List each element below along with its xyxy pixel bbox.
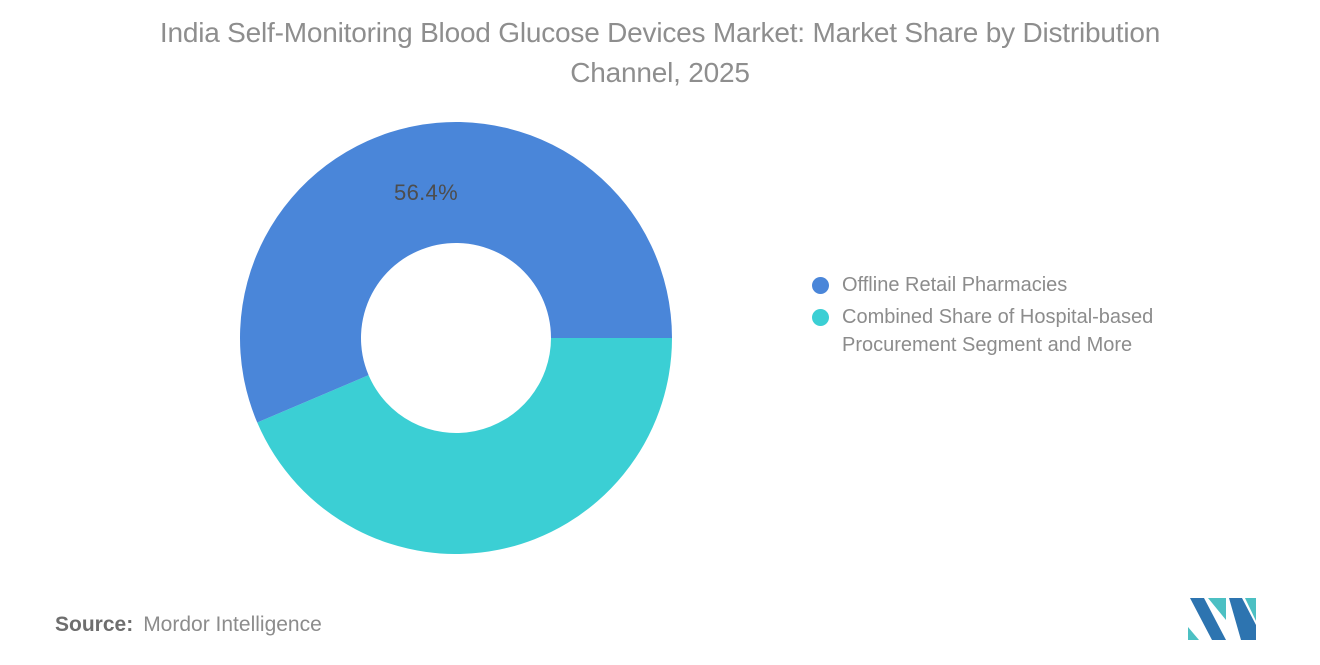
legend-marker-circle-icon — [812, 309, 829, 326]
source-attribution: Source: Mordor Intelligence — [55, 612, 322, 638]
donut-chart: 56.4% — [240, 122, 672, 554]
source-value: Mordor Intelligence — [143, 613, 322, 636]
chart-legend: Offline Retail Pharmacies Combined Share… — [812, 271, 1207, 359]
legend-item-label: Combined Share of Hospital-based Procure… — [842, 306, 1154, 356]
chart-title: India Self-Monitoring Blood Glucose Devi… — [159, 17, 1161, 88]
legend-marker-circle-icon — [812, 277, 829, 294]
legend-item-label: Offline Retail Pharmacies — [842, 274, 1068, 296]
legend-item-hospital-procurement[interactable]: Combined Share of Hospital-based Procure… — [812, 303, 1207, 359]
slice-data-label: 56.4% — [394, 180, 458, 205]
mordor-logo-icon — [1188, 598, 1256, 640]
donut-svg[interactable] — [240, 122, 672, 554]
source-label: Source: — [55, 613, 134, 636]
mordor-intelligence-logo — [1188, 597, 1258, 641]
legend-item-offline-retail[interactable]: Offline Retail Pharmacies — [812, 271, 1207, 299]
